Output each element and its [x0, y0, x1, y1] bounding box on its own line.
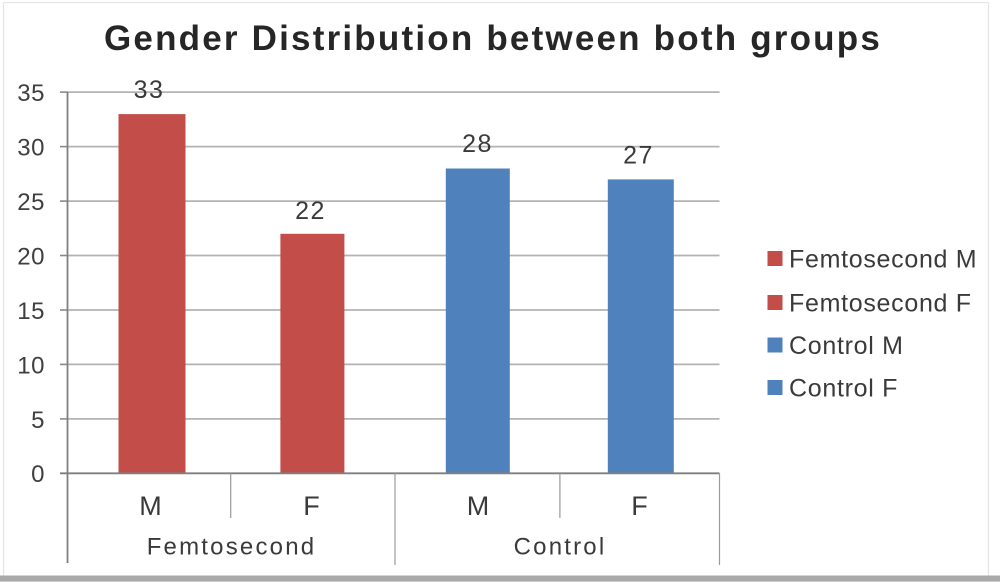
svg-text:0: 0 — [31, 461, 45, 488]
svg-text:5: 5 — [31, 407, 45, 434]
svg-text:Control M: Control M — [789, 332, 904, 360]
svg-text:28: 28 — [462, 130, 493, 158]
svg-text:F: F — [631, 491, 648, 521]
svg-text:M: M — [139, 491, 162, 521]
svg-text:Femtosecond F: Femtosecond F — [789, 290, 972, 318]
svg-text:Gender Distribution between bo: Gender Distribution between both groups — [104, 19, 882, 58]
svg-text:25: 25 — [17, 189, 45, 216]
svg-text:M: M — [467, 491, 490, 521]
svg-text:Femtosecond M: Femtosecond M — [789, 246, 977, 274]
svg-text:20: 20 — [17, 244, 45, 271]
svg-text:27: 27 — [623, 142, 654, 170]
svg-text:F: F — [303, 491, 320, 521]
svg-text:Control F: Control F — [789, 375, 898, 403]
svg-text:10: 10 — [17, 353, 45, 380]
svg-text:Control: Control — [514, 534, 607, 561]
svg-text:Femtosecond: Femtosecond — [147, 534, 317, 561]
svg-text:30: 30 — [17, 135, 45, 162]
svg-text:22: 22 — [295, 197, 326, 225]
svg-text:33: 33 — [134, 76, 165, 104]
svg-text:35: 35 — [17, 80, 45, 107]
svg-text:15: 15 — [17, 298, 45, 325]
